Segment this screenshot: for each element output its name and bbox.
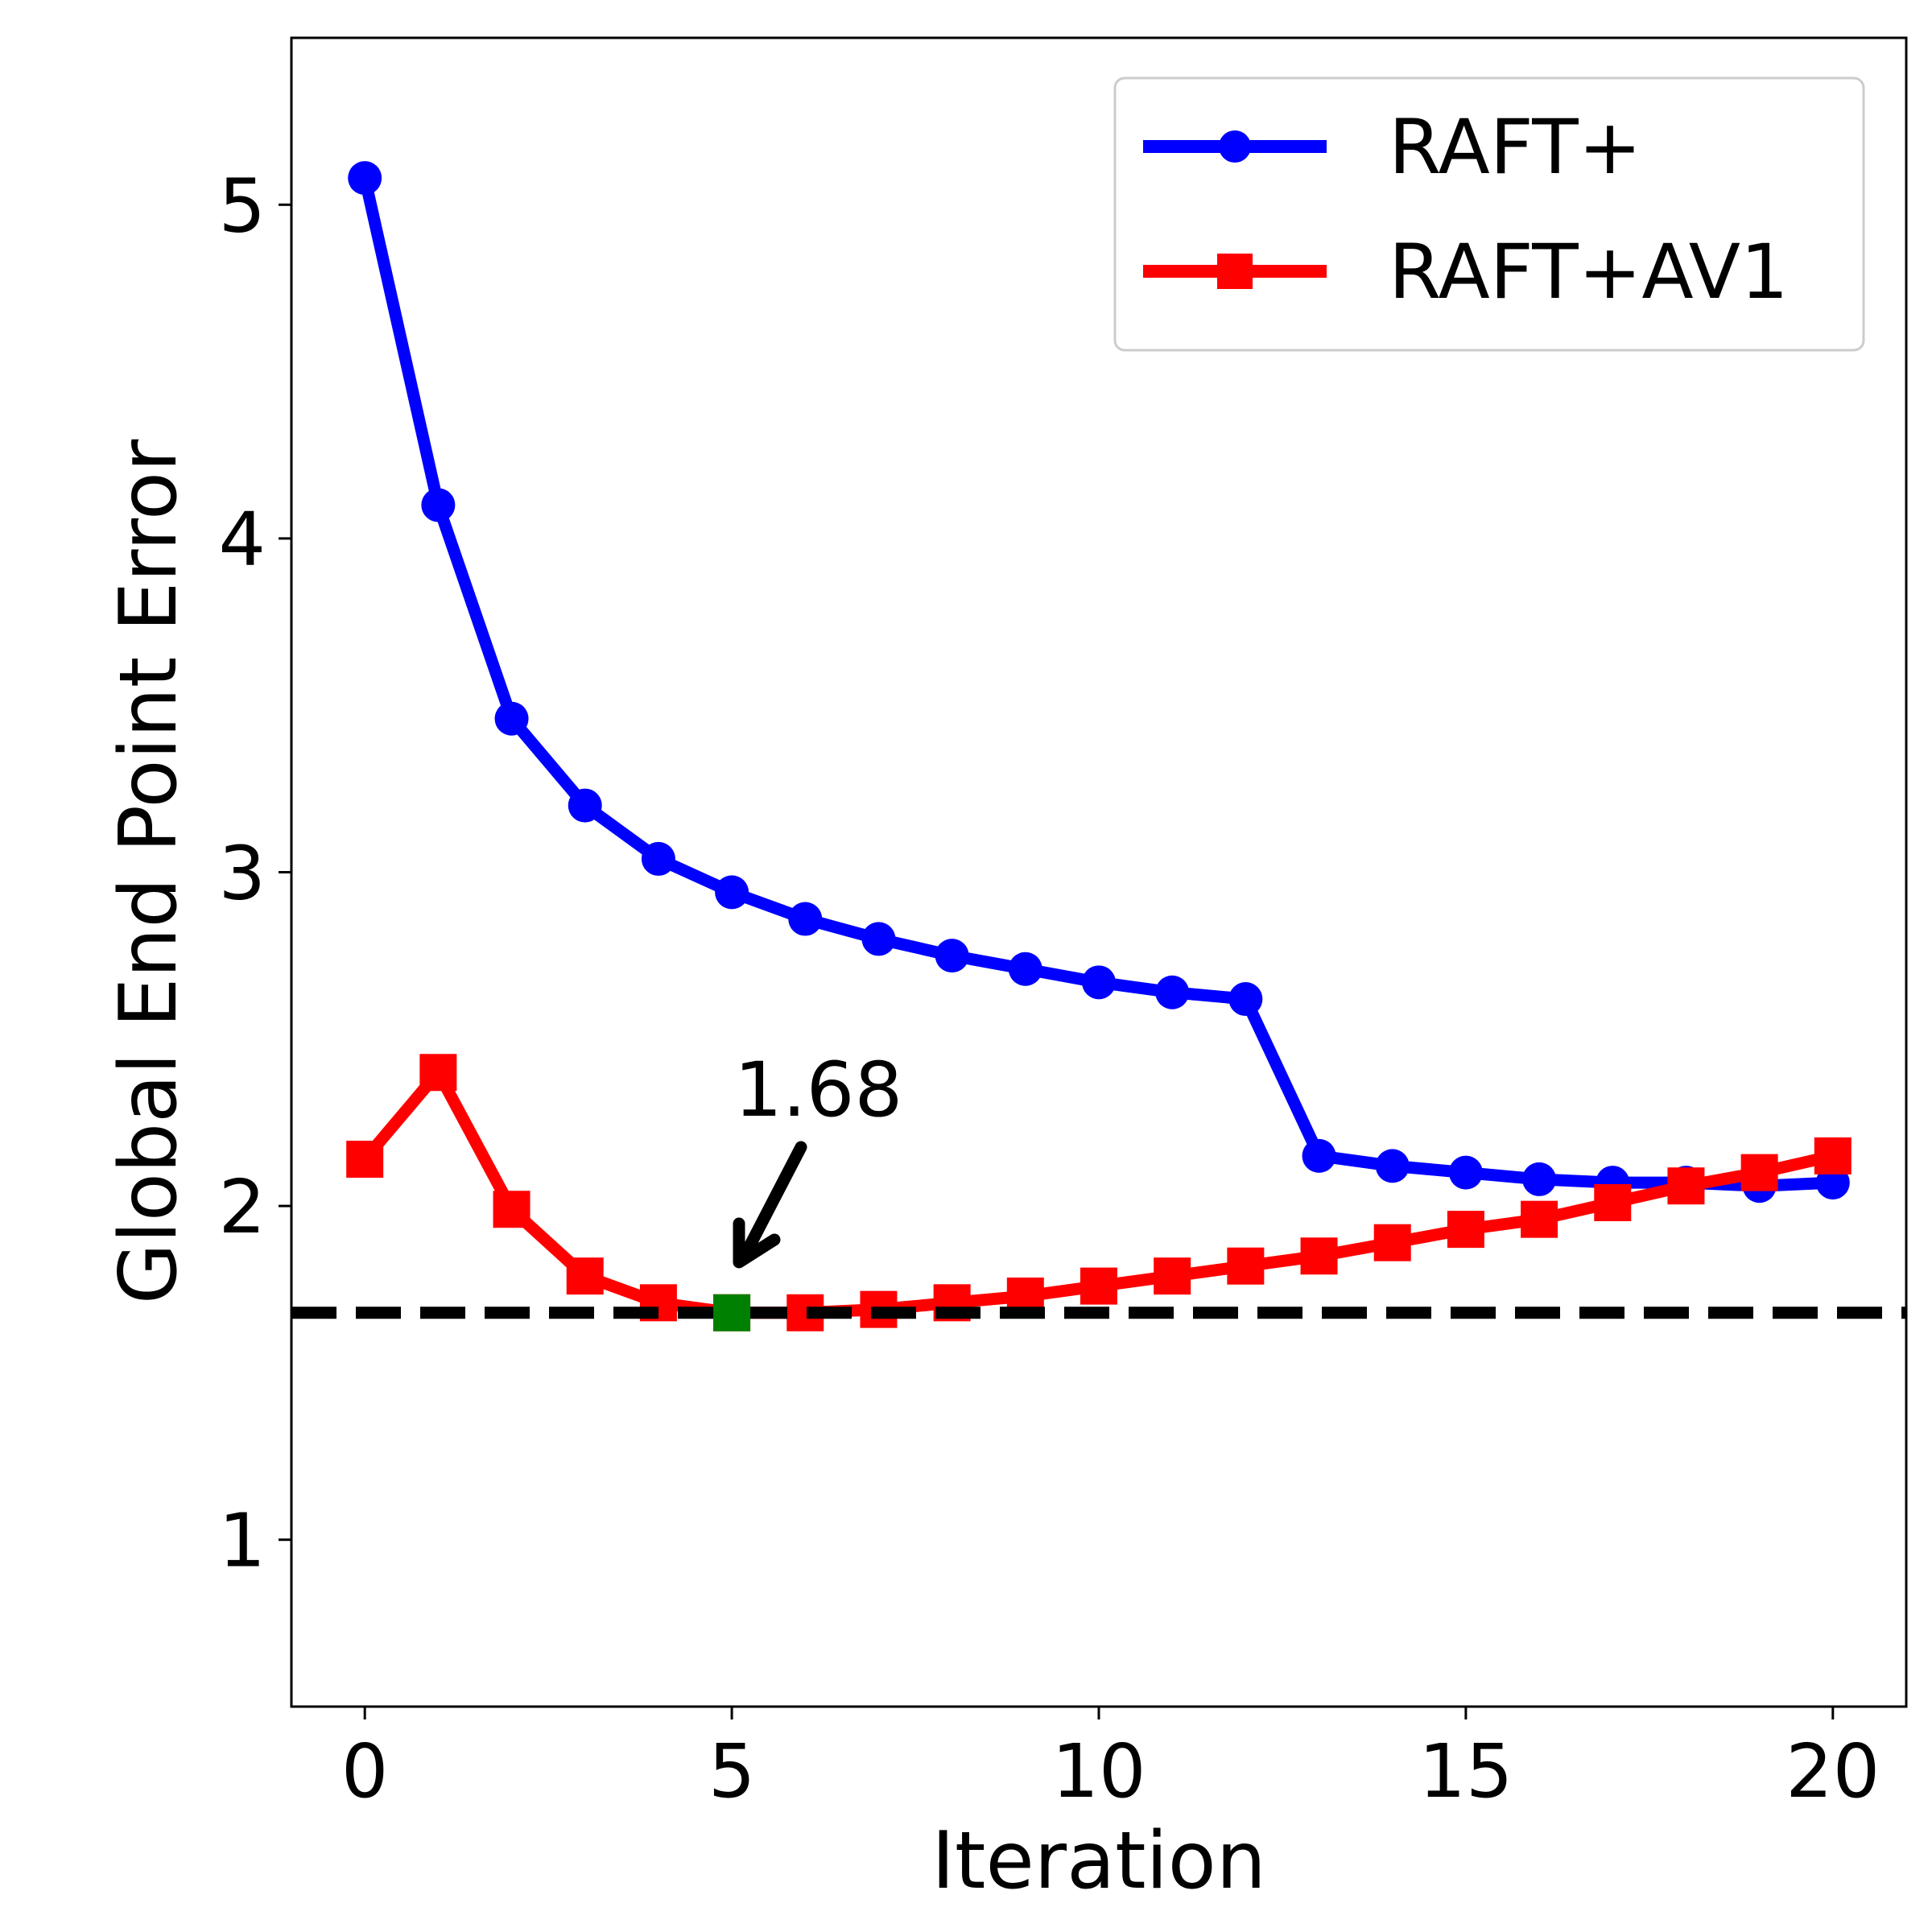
data-point-raft-plus <box>1302 1138 1336 1173</box>
y-tick-label: 2 <box>218 1164 266 1250</box>
data-point-raft-plus <box>788 902 823 936</box>
legend-entry-raft-plus: RAFT+ <box>1143 104 1641 192</box>
x-tick-label: 0 <box>341 1728 389 1814</box>
data-point-raft-plusav1 <box>1300 1237 1338 1275</box>
data-point-raft-plus <box>861 922 896 956</box>
data-point-raft-plus <box>1448 1155 1483 1190</box>
data-point-raft-plus <box>1375 1149 1410 1183</box>
legend-label-raft-plus-av1: RAFT+AV1 <box>1389 229 1789 316</box>
plot-area <box>291 161 1906 1331</box>
data-point-raft-plusav1 <box>346 1141 384 1179</box>
data-point-raft-plus <box>568 788 602 823</box>
data-point-raft-plusav1 <box>493 1191 530 1228</box>
data-point-raft-plusav1 <box>1227 1247 1265 1285</box>
data-point-raft-plus <box>1228 982 1263 1017</box>
data-point-raft-plusav1 <box>419 1054 457 1092</box>
data-point-raft-plusav1 <box>1667 1167 1705 1205</box>
data-point-raft-plusav1 <box>1154 1257 1191 1295</box>
data-point-raft-plus <box>1082 965 1116 1000</box>
data-point-raft-plusav1 <box>1740 1154 1778 1191</box>
data-point-raft-plus <box>421 488 456 522</box>
data-point-raft-plus <box>494 701 529 736</box>
x-axis-label: Iteration <box>931 1815 1266 1907</box>
data-point-raft-plusav1 <box>1447 1211 1484 1249</box>
data-point-raft-plusav1 <box>1373 1224 1411 1261</box>
data-point-raft-plus <box>641 841 675 876</box>
data-point-raft-plus <box>348 161 382 196</box>
x-tick-label: 5 <box>708 1728 756 1814</box>
data-point-raft-plusav1 <box>566 1257 604 1295</box>
y-tick-label: 5 <box>218 163 266 249</box>
x-tick-label: 10 <box>1051 1728 1146 1814</box>
data-point-raft-plusav1 <box>1814 1137 1852 1174</box>
legend-label-raft-plus: RAFT+ <box>1389 104 1641 192</box>
y-axis-label: Global End Point Error <box>103 439 195 1304</box>
data-point-raft-plusav1 <box>1521 1200 1558 1238</box>
data-point-raft-plusav1 <box>1080 1267 1117 1305</box>
x-tick-label: 15 <box>1418 1728 1513 1814</box>
data-point-raft-plusav1 <box>1594 1183 1632 1221</box>
annotation-arrow-head <box>733 1217 781 1269</box>
annotation-arrow-shaft <box>738 1141 807 1262</box>
legend-marker-raft-plus <box>1219 130 1251 163</box>
y-tick-label: 1 <box>218 1498 266 1584</box>
legend-entry-raft-plus-av1: RAFT+AV1 <box>1143 229 1789 316</box>
data-point-raft-plus <box>715 875 749 910</box>
x-tick-label: 20 <box>1785 1728 1880 1814</box>
annotation: 1.68 <box>733 1046 902 1269</box>
data-point-raft-plus <box>1155 975 1190 1009</box>
legend-marker-raft-plus-av1 <box>1217 254 1253 289</box>
legend: RAFT+ RAFT+AV1 <box>1113 76 1865 352</box>
series-raft-plusav1 <box>346 1054 1852 1331</box>
axes: 0 5 10 15 20 1 2 3 4 5 <box>218 163 1880 1814</box>
data-point-raft-plus <box>1522 1162 1557 1196</box>
y-tick-label: 3 <box>218 831 266 917</box>
data-point-raft-plus <box>935 939 969 973</box>
annotation-label: 1.68 <box>734 1046 902 1134</box>
data-point-raft-plus <box>1008 952 1042 986</box>
highlight-point <box>713 1294 751 1331</box>
y-tick-label: 4 <box>218 497 266 583</box>
